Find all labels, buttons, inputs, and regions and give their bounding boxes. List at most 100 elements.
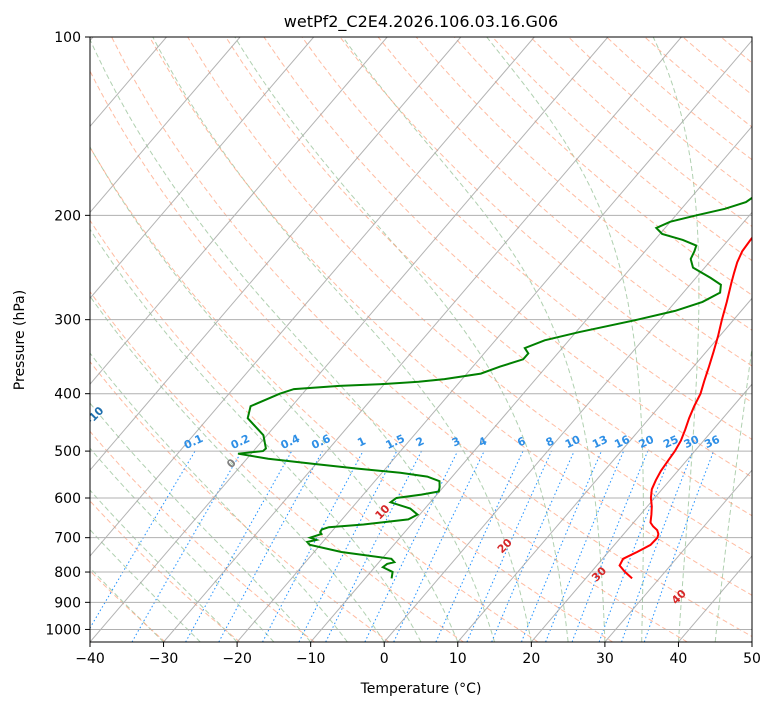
mixing-ratio-line	[545, 450, 625, 642]
chart-title: wetPf2_C2E4.2026.106.03.16.G06	[284, 12, 558, 32]
moist-adiabat	[652, 37, 700, 642]
mixing-ratio-line	[218, 450, 323, 642]
isotherm	[90, 37, 609, 642]
dry-adiabat	[90, 500, 241, 642]
mixing-ratio-line	[325, 450, 422, 642]
dry-adiabats	[90, 37, 775, 642]
isotherm	[90, 37, 462, 471]
x-tick-label: 30	[596, 651, 614, 667]
mixing-ratio-line	[466, 450, 552, 642]
moist-adiabat	[90, 567, 164, 642]
dry-adiabat	[682, 37, 752, 96]
moist-adiabat	[342, 37, 606, 642]
x-tick-label: −20	[222, 651, 252, 667]
mixing-ratio-label: 0.2	[229, 432, 252, 452]
sounding-traces	[237, 196, 752, 580]
x-axis-label: Temperature (°C)	[360, 681, 482, 697]
dry-adiabat	[377, 37, 752, 367]
mixing-ratio-line	[643, 450, 715, 642]
isotherms	[90, 37, 752, 642]
mixing-ratio-label: 13	[590, 433, 609, 451]
dry-adiabat	[644, 37, 752, 128]
mixing-ratio-label: 0.1	[182, 432, 205, 452]
moist-adiabats	[90, 37, 752, 642]
pressure-gridlines	[90, 37, 752, 630]
dry-adiabat	[301, 37, 752, 440]
moist-adiabat	[90, 295, 385, 642]
mixing-ratio-label: 30	[682, 433, 702, 451]
dry-adiabat-label: -10	[83, 404, 106, 427]
mixing-ratio-line	[571, 450, 649, 642]
dry-adiabat	[90, 70, 688, 642]
moist-adiabat	[90, 146, 459, 642]
dry-adiabat	[90, 360, 390, 642]
mixing-ratio-line	[90, 450, 196, 630]
isotherm	[751, 641, 752, 642]
dry-adiabat	[225, 37, 752, 517]
y-tick-label: 500	[54, 444, 81, 460]
mixing-ratio-label: 20	[637, 433, 657, 451]
x-tick-label: −30	[149, 651, 179, 667]
moist-adiabat	[486, 37, 644, 642]
y-tick-label: 1000	[45, 622, 81, 638]
mixing-ratio-label: 3	[450, 434, 462, 449]
moist-adiabat	[90, 529, 201, 642]
dry-adiabat	[530, 37, 752, 228]
mixing-ratio-label: 2	[414, 434, 426, 449]
y-tick-label: 200	[54, 208, 81, 224]
x-tick-label: 0	[380, 651, 389, 667]
isotherm	[236, 39, 752, 642]
moist-adiabat	[234, 37, 569, 642]
dry-adiabat	[187, 37, 752, 556]
dewpoint-trace	[237, 196, 752, 579]
moist-adiabat	[152, 37, 532, 642]
x-tick-label: 10	[449, 651, 467, 667]
mixing-ratio-label: 1	[355, 434, 367, 449]
plot-frame	[89, 36, 753, 643]
mixing-ratio-line	[598, 450, 673, 642]
y-tick-label: 700	[54, 531, 81, 547]
dry-adiabat	[263, 37, 752, 478]
x-tick-label: 50	[743, 651, 761, 667]
moist-adiabat	[90, 352, 348, 642]
temperature-trace	[618, 236, 752, 580]
dry-adiabat	[149, 37, 752, 596]
moist-adiabat	[714, 344, 752, 642]
dry-adiabat	[492, 37, 752, 262]
x-tick-label: −10	[296, 651, 326, 667]
isotherm	[383, 211, 752, 642]
dry-adiabat	[415, 37, 752, 331]
dry-adiabat	[759, 37, 775, 642]
y-axis: 100 200 300 400 500 600 700 800 900 1000	[45, 30, 90, 638]
mixing-ratio-label: 6	[515, 434, 528, 449]
mixing-ratio-label: 8	[544, 434, 556, 449]
y-tick-label: 300	[54, 313, 81, 329]
isotherm	[90, 37, 535, 557]
plot-area: -100-90-80-70-60-50-40-30-20-10 01020304…	[83, 37, 775, 642]
dry-adiabat	[111, 37, 752, 638]
y-axis-label: Pressure (hPa)	[12, 290, 28, 390]
dry-adiabat	[90, 146, 613, 642]
x-tick-label: −40	[75, 651, 105, 667]
mixing-ratio-line	[131, 450, 243, 642]
isotherm	[163, 37, 682, 642]
x-axis: −40 −30 −20 −10 0 10 20 30 40 50	[75, 642, 761, 667]
isotherm	[530, 383, 752, 642]
dry-adiabat	[90, 290, 464, 642]
y-tick-label: 800	[54, 565, 81, 581]
dry-adiabat	[90, 219, 539, 642]
y-tick-label: 400	[54, 387, 81, 403]
moist-adiabat	[90, 228, 422, 642]
x-tick-label: 40	[670, 651, 688, 667]
moist-adiabat	[90, 402, 312, 642]
x-tick-label: 20	[522, 651, 540, 667]
moist-adiabat-label: 10	[373, 502, 393, 522]
mixing-ratio-label: 0.4	[279, 432, 302, 452]
moist-adiabat	[751, 638, 752, 642]
moist-adiabat	[90, 38, 496, 642]
mixing-ratio-label: 16	[612, 433, 632, 451]
y-tick-label: 600	[54, 491, 81, 507]
mixing-ratio-line	[364, 450, 459, 642]
